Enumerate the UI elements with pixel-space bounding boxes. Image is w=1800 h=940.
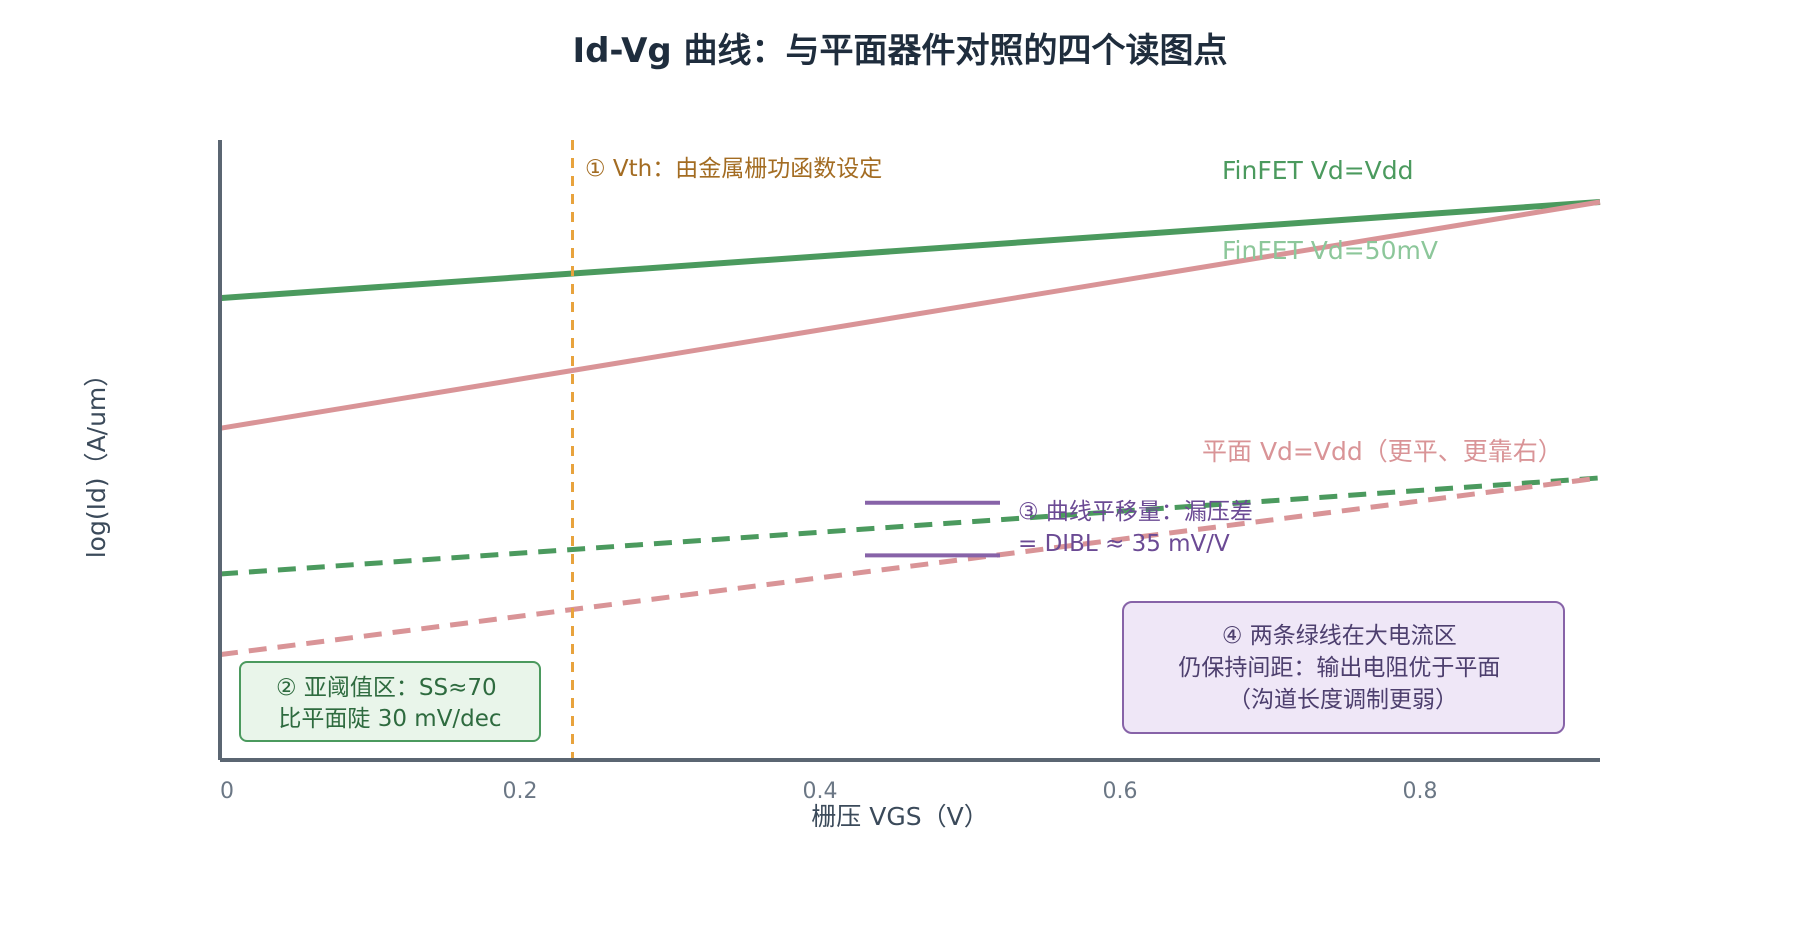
series-label-finfet-50mv: FinFET Vd=50mV	[1222, 236, 1438, 265]
series-line-1	[219, 475, 1601, 577]
x-tick-label: 0.8	[1403, 779, 1438, 804]
series-line-0	[219, 199, 1601, 302]
series-line-2	[219, 199, 1601, 431]
series-label-finfet-vdd: FinFET Vd=Vdd	[1222, 156, 1414, 185]
annotation-rout-line-1: ④ 两条绿线在大电流区	[1222, 623, 1457, 649]
series-label-planar-vdd: 平面 Vd=Vdd（更平、更靠右）	[1202, 437, 1563, 466]
y-axis-label: log(Id)（A/um）	[82, 362, 111, 559]
annotation-ss-line-2: 比平面陡 30 mV/dec	[278, 706, 501, 732]
annotation-dibl-line-1: ③ 曲线平移量：漏压差	[1018, 499, 1253, 525]
annotation-dibl-line-2: = DIBL ≈ 35 mV/V	[1018, 531, 1230, 557]
dibl-marker	[865, 500, 1000, 558]
annotation-rout-box	[1122, 601, 1565, 734]
annotation-rout: ④ 两条绿线在大电流区 仍保持间距：输出电阻优于平面 （沟道长度调制更弱）	[1178, 623, 1507, 713]
series-layer	[219, 199, 1601, 658]
chart-title: Id-Vg 曲线：与平面器件对照的四个读图点	[572, 31, 1227, 71]
x-tick-label: 0.2	[503, 779, 538, 804]
annotation-ss-box	[239, 661, 541, 742]
annotation-ss-line-1: ② 亚阈值区：SS≈70	[276, 675, 497, 701]
annotation-vth: ① Vth：由金属栅功函数设定	[585, 156, 882, 182]
annotation-dibl: ③ 曲线平移量：漏压差 = DIBL ≈ 35 mV/V	[1018, 499, 1260, 557]
annotation-ss: ② 亚阈值区：SS≈70 比平面陡 30 mV/dec	[276, 675, 504, 732]
x-tick-label: 0.4	[803, 779, 838, 804]
x-tick-labels: 0 0.2 0.4 0.6 0.8	[220, 779, 1438, 804]
x-axis-label: 栅压 VGS（V）	[811, 802, 988, 831]
x-tick-label: 0.6	[1103, 779, 1138, 804]
x-tick-label: 0	[220, 779, 234, 804]
annotation-rout-line-2: 仍保持间距：输出电阻优于平面	[1178, 655, 1500, 681]
annotation-rout-line-3: （沟道长度调制更弱）	[1228, 687, 1458, 713]
